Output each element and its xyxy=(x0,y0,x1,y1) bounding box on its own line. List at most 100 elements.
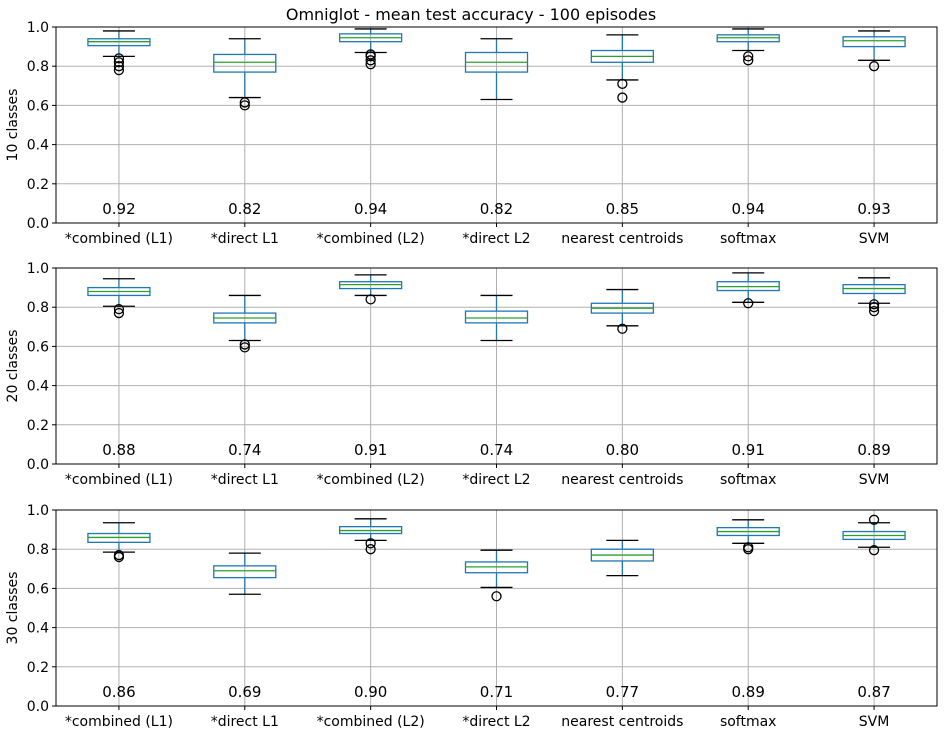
mean-label: 0.74 xyxy=(480,441,513,459)
mean-label: 0.86 xyxy=(102,683,135,701)
box-1 xyxy=(87,522,151,563)
mean-label: 0.93 xyxy=(857,200,890,218)
x-tick-label: softmax xyxy=(720,472,777,488)
x-tick-label: SVM xyxy=(859,714,890,730)
box-5 xyxy=(590,34,655,103)
outlier-point xyxy=(365,55,376,66)
y-tick-label: 0.4 xyxy=(27,379,49,395)
mean-label: 0.91 xyxy=(354,441,387,459)
x-tick-label: *combined (L1) xyxy=(65,472,173,488)
y-tick-label: 0.8 xyxy=(27,542,49,558)
outlier-point xyxy=(365,544,376,555)
iqr-box xyxy=(213,53,277,73)
mean-label: 0.69 xyxy=(228,683,261,701)
box-2 xyxy=(213,552,277,595)
figure-title: Omniglot - mean test accuracy - 100 epis… xyxy=(286,5,656,24)
outlier-point xyxy=(868,545,880,556)
outlier-point xyxy=(365,538,376,549)
box-3 xyxy=(338,274,403,305)
y-axis-label: 30 classes xyxy=(5,572,21,645)
mean-label: 0.82 xyxy=(228,200,261,218)
outlier-point xyxy=(113,64,125,76)
x-tick-label: *combined (L1) xyxy=(65,714,173,730)
mean-label: 0.91 xyxy=(732,441,765,459)
x-tick-label: *combined (L2) xyxy=(317,231,425,247)
x-tick-label: *direct L2 xyxy=(462,714,530,730)
outlier-point xyxy=(113,53,125,64)
outlier-point xyxy=(868,302,880,313)
x-tick-label: *direct L1 xyxy=(211,231,279,247)
box-7 xyxy=(842,30,906,72)
outlier-point xyxy=(868,514,880,525)
outlier-point xyxy=(743,51,754,62)
y-tick-label: 0.4 xyxy=(27,621,49,637)
y-tick-label: 0.6 xyxy=(27,98,49,114)
outlier-point xyxy=(113,57,125,68)
mean-label: 0.80 xyxy=(606,441,639,459)
x-tick-label: nearest centroids xyxy=(561,231,683,247)
outlier-point xyxy=(743,55,754,66)
box-7 xyxy=(842,277,906,317)
y-tick-label: 0.6 xyxy=(27,581,49,597)
y-tick-label: 0.8 xyxy=(27,59,49,75)
axes-frame xyxy=(55,509,938,707)
x-tick-label: *direct L2 xyxy=(462,472,530,488)
y-tick-label: 1.0 xyxy=(27,261,49,277)
outlier-point xyxy=(617,92,628,103)
box-6 xyxy=(716,519,780,555)
x-tick-label: *direct L1 xyxy=(211,472,279,488)
mean-label: 0.89 xyxy=(732,683,765,701)
box-1 xyxy=(87,278,151,319)
y-axis-label: 10 classes xyxy=(5,89,21,162)
mean-label: 0.71 xyxy=(480,683,513,701)
iqr-box xyxy=(464,310,529,324)
y-tick-label: 1.0 xyxy=(27,20,49,36)
outlier-point xyxy=(113,307,125,319)
x-tick-label: softmax xyxy=(720,714,777,730)
x-tick-label: *combined (L1) xyxy=(65,231,173,247)
y-tick-label: 1.0 xyxy=(27,503,49,519)
box-3 xyxy=(338,28,403,70)
box-4 xyxy=(464,38,529,101)
y-tick-label: 0.2 xyxy=(27,660,49,676)
mean-label: 0.82 xyxy=(480,200,513,218)
outlier-point xyxy=(868,61,880,72)
x-tick-label: SVM xyxy=(859,472,890,488)
box-4 xyxy=(464,294,529,342)
box-3 xyxy=(338,518,403,555)
box-5 xyxy=(590,539,655,577)
outlier-point xyxy=(868,299,880,310)
x-tick-label: nearest centroids xyxy=(561,714,683,730)
panel-3: 0.0 0.2 0.4 0.6 0.8 1.0 0.86 0.69 0.90 0.71 0.77 0.… xyxy=(5,503,938,730)
box-1 xyxy=(87,30,151,76)
x-tick-label: nearest centroids xyxy=(561,472,683,488)
y-tick-label: 0.0 xyxy=(27,699,49,715)
box-7 xyxy=(842,514,906,556)
outlier-point xyxy=(868,305,880,317)
outlier-point xyxy=(743,542,754,553)
mean-label: 0.87 xyxy=(857,683,890,701)
outlier-point xyxy=(113,61,125,72)
outlier-point xyxy=(491,591,502,602)
y-tick-label: 0.0 xyxy=(27,457,49,473)
panel-1: 0.0 0.2 0.4 0.6 0.8 1.0 0.92 0.82 0.94 0.82 0.85 0.… xyxy=(5,20,938,247)
outlier-point xyxy=(113,549,125,561)
outlier-point xyxy=(239,100,250,111)
outlier-point xyxy=(239,97,250,108)
y-tick-label: 0.2 xyxy=(27,418,49,434)
x-tick-label: *combined (L2) xyxy=(317,472,425,488)
outlier-point xyxy=(365,294,376,305)
x-tick-label: *combined (L2) xyxy=(317,714,425,730)
x-tick-label: softmax xyxy=(720,231,777,247)
y-tick-label: 0.0 xyxy=(27,216,49,232)
y-tick-label: 0.6 xyxy=(27,339,49,355)
outlier-point xyxy=(239,342,250,353)
iqr-box xyxy=(842,36,906,48)
y-tick-label: 0.2 xyxy=(27,177,49,193)
outlier-point xyxy=(365,49,376,60)
iqr-box xyxy=(213,565,277,579)
outlier-point xyxy=(617,78,628,89)
mean-label: 0.92 xyxy=(102,200,135,218)
box-2 xyxy=(213,38,277,111)
outlier-point xyxy=(113,304,125,315)
